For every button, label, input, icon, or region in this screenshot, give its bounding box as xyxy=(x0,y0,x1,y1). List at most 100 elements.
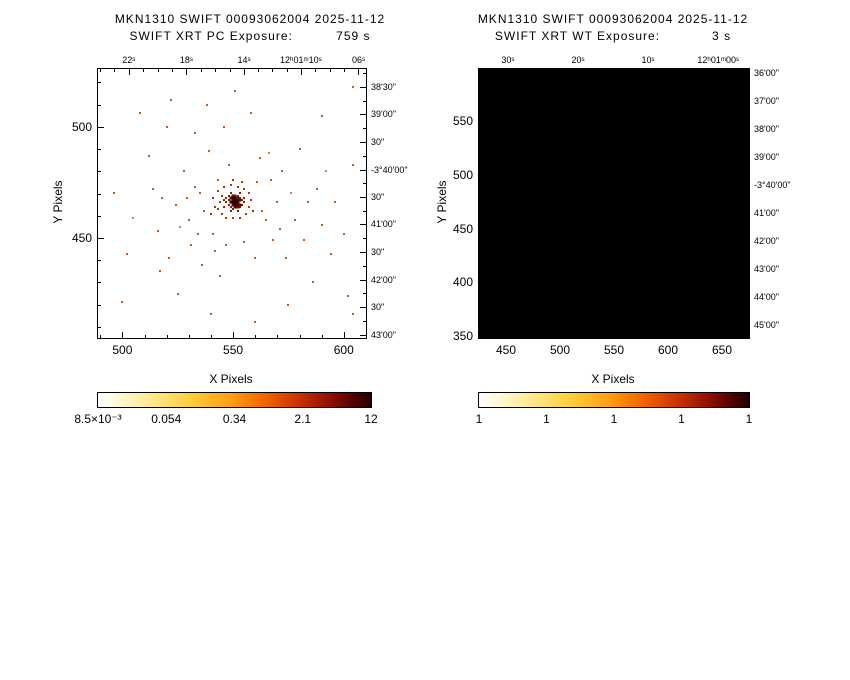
data-point xyxy=(227,163,230,166)
axis-tick xyxy=(746,114,749,116)
axis-tick xyxy=(743,73,749,75)
data-point xyxy=(329,252,332,255)
data-point xyxy=(225,196,228,199)
data-point xyxy=(223,205,226,208)
colorbar-label: 0.054 xyxy=(151,412,182,426)
tick-label: 600 xyxy=(657,343,679,357)
data-point xyxy=(203,210,206,213)
tick-label: 22ˢ xyxy=(122,55,136,65)
axis-tick xyxy=(360,279,366,281)
axis-tick xyxy=(360,224,366,226)
axis-tick xyxy=(166,335,168,338)
axis-tick xyxy=(479,335,485,337)
data-point xyxy=(233,205,237,209)
axis-tick xyxy=(215,69,217,72)
panel-pc-plot-area: 500 550 600 22ˢ 18ˢ 14ˢ 12ʰ01ᵐ10ˢ 06ˢ 500 450 38'3… xyxy=(72,55,408,357)
data-point xyxy=(231,203,235,207)
panel-pc-xaxis-title: X Pixels xyxy=(209,372,253,386)
axis-tick xyxy=(479,69,481,72)
tick-label: 41'00" xyxy=(754,207,779,218)
data-point xyxy=(225,243,228,246)
data-point xyxy=(236,194,239,197)
tick-label: 500 xyxy=(549,343,571,357)
data-point xyxy=(229,205,232,208)
axis-tick xyxy=(99,69,101,72)
data-point xyxy=(247,205,250,208)
data-point xyxy=(196,232,199,235)
tick-label: 650 xyxy=(711,343,733,357)
axis-tick xyxy=(479,271,482,273)
axis-tick xyxy=(521,69,523,72)
tick-label: 450 xyxy=(71,230,92,245)
axis-tick xyxy=(743,128,749,130)
axis-tick xyxy=(98,260,101,262)
axis-tick xyxy=(98,126,104,128)
data-point xyxy=(218,201,221,204)
axis-tick xyxy=(479,196,482,198)
data-point xyxy=(233,194,237,198)
tick-label: 20ˢ xyxy=(571,55,585,65)
axis-tick xyxy=(516,335,518,338)
data-point xyxy=(252,210,255,213)
axis-tick xyxy=(614,332,615,338)
tick-label: 30" xyxy=(371,246,385,257)
data-point xyxy=(231,194,235,198)
axis-tick xyxy=(360,141,366,143)
axis-tick xyxy=(277,335,279,338)
tick-label: 39'00" xyxy=(754,151,779,162)
colorbar-label: 1 xyxy=(745,412,753,426)
tick-label: 450 xyxy=(452,221,473,236)
axis-tick xyxy=(360,114,366,116)
data-point xyxy=(214,250,217,253)
axis-tick xyxy=(363,100,366,102)
panel-wt-xaxis-title: X Pixels xyxy=(591,372,635,386)
data-point xyxy=(112,192,115,195)
data-point xyxy=(307,201,310,204)
data-point xyxy=(236,196,240,200)
panel-wt-plot-area: 450 500 550 600 650 30ˢ 20ˢ 10ˢ 12ʰ01ᵐ00ˢ 550 500 4… xyxy=(453,55,791,357)
axis-tick xyxy=(98,149,101,151)
tick-label: 12ʰ01ᵐ00ˢ xyxy=(697,55,740,65)
tick-label: 41'00" xyxy=(371,219,396,230)
axis-tick xyxy=(704,69,706,72)
data-point xyxy=(234,90,237,93)
data-point xyxy=(227,194,230,197)
axis-tick xyxy=(479,185,482,187)
data-point xyxy=(271,239,274,242)
data-point xyxy=(125,252,128,255)
tick-label: 12ʰ01ᵐ10ˢ xyxy=(280,55,322,65)
data-point xyxy=(260,210,263,213)
data-point xyxy=(316,188,319,191)
axis-tick xyxy=(668,332,669,338)
axis-tick xyxy=(360,334,366,336)
tick-label: -3°40'00" xyxy=(371,164,408,175)
data-point xyxy=(159,270,162,273)
data-point xyxy=(240,203,243,206)
data-point xyxy=(201,263,204,266)
colorbar-label: 12 xyxy=(364,412,378,426)
axis-tick xyxy=(479,121,485,123)
data-point xyxy=(278,228,281,231)
data-point xyxy=(320,114,323,117)
axis-tick xyxy=(479,142,482,144)
axis-tick xyxy=(746,170,749,172)
data-point xyxy=(269,179,272,182)
data-point xyxy=(298,148,301,151)
axis-tick xyxy=(157,69,159,72)
data-point xyxy=(227,203,230,206)
data-point xyxy=(229,210,232,213)
axis-tick xyxy=(743,296,749,298)
data-point xyxy=(351,85,354,88)
data-point xyxy=(216,190,219,193)
axis-tick xyxy=(743,184,749,186)
axis-tick xyxy=(718,69,720,75)
axis-tick xyxy=(535,69,537,72)
data-point xyxy=(342,232,345,235)
data-point xyxy=(333,201,336,204)
axis-tick xyxy=(479,174,485,176)
tick-label: 42'00" xyxy=(754,235,779,246)
data-point xyxy=(347,294,350,297)
data-point xyxy=(289,192,292,195)
axis-tick xyxy=(98,171,101,173)
data-point xyxy=(238,205,241,208)
